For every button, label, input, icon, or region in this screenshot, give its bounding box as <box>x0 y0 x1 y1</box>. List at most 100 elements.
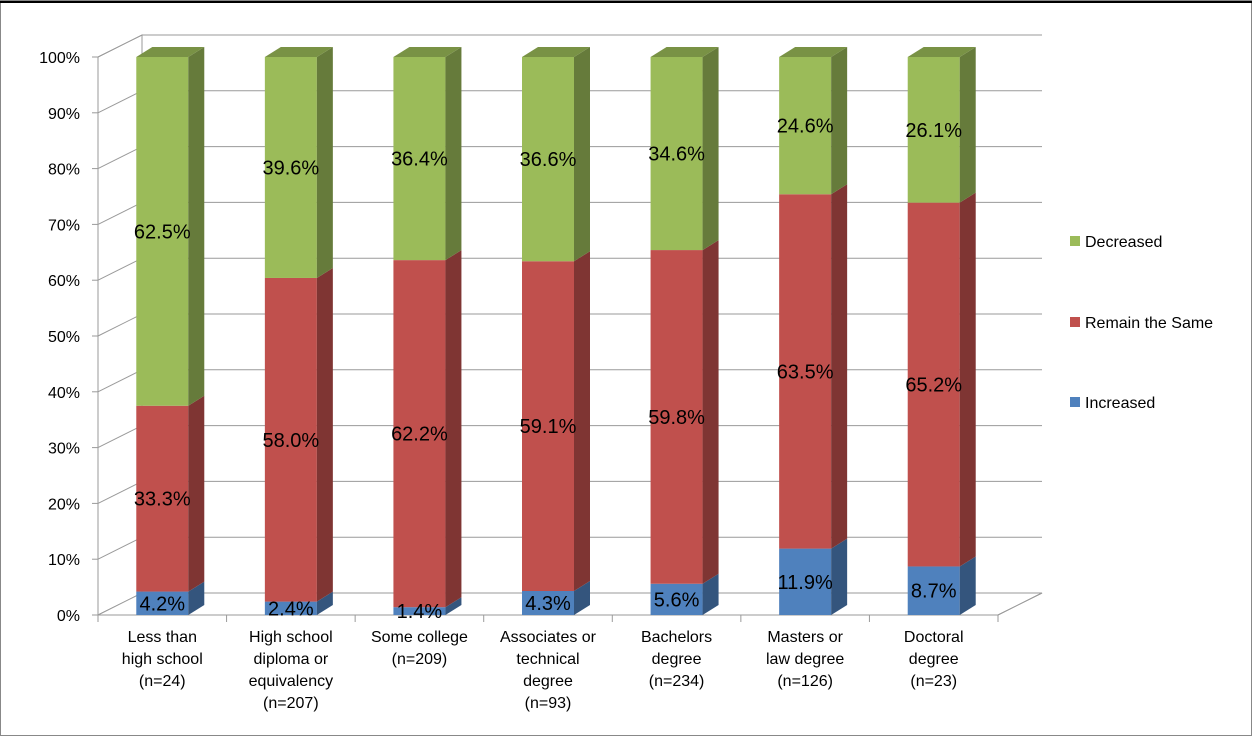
y-tick-label: 80% <box>48 162 80 179</box>
category-label-line: diploma or <box>254 651 329 668</box>
bar-side <box>831 184 848 549</box>
bar-front <box>650 250 703 584</box>
bar-side <box>959 556 976 615</box>
category-label-line: degree <box>909 651 959 668</box>
bar-side <box>445 47 462 261</box>
data-label: 4.3% <box>525 593 571 615</box>
category-label-line: high school <box>122 651 203 668</box>
bar-side <box>188 47 205 406</box>
bar-segment-remain-the-same <box>650 240 719 584</box>
y-tick-label: 90% <box>48 106 80 123</box>
bar-front <box>522 591 574 615</box>
bar-segment-increased <box>136 581 205 615</box>
y-tick-label: 40% <box>48 385 80 402</box>
data-label: 36.6% <box>520 149 577 171</box>
bar-front <box>393 57 446 261</box>
data-label: 5.6% <box>654 589 700 611</box>
category-label-line: Some college <box>371 629 468 646</box>
bar-front <box>650 57 703 251</box>
bars <box>136 47 976 615</box>
data-label: 34.6% <box>648 144 705 166</box>
bar-segment-increased <box>650 573 719 615</box>
y-tick-label: 70% <box>48 217 80 234</box>
bar-segment-decreased <box>522 47 590 262</box>
data-label: 1.4% <box>397 601 443 623</box>
bar-front <box>136 405 189 592</box>
bar-side <box>316 47 333 278</box>
bar-segment-remain-the-same <box>393 250 462 608</box>
category-label: Masters or law degree (n=126) <box>766 629 844 690</box>
data-label: 65.2% <box>905 375 962 397</box>
bar-segment-increased <box>907 556 976 615</box>
category-label-line: Masters or <box>767 629 843 646</box>
bar-segment-decreased <box>393 47 462 261</box>
bar-segment-increased <box>264 591 333 615</box>
bar-segment-remain-the-same <box>522 251 590 592</box>
category-label-line: Less than <box>128 629 197 646</box>
bar-side <box>188 581 205 615</box>
bar-side <box>702 240 719 584</box>
y-tick-label: 60% <box>48 273 80 290</box>
bar-side <box>702 47 719 251</box>
bar-side <box>574 581 590 615</box>
data-label: 26.1% <box>905 120 962 142</box>
data-label: 59.8% <box>648 407 705 429</box>
legend-label: Remain the Same <box>1085 315 1213 332</box>
bar-side <box>445 597 462 615</box>
bar-front <box>522 57 574 262</box>
data-label: 11.9% <box>778 572 833 594</box>
category-label-line: Bachelors <box>641 629 712 646</box>
bar-front <box>393 260 446 608</box>
data-label: 4.2% <box>139 593 185 615</box>
category-label-line: High school <box>249 629 333 646</box>
bar-side <box>188 395 205 592</box>
y-tick-label: 100% <box>39 50 80 67</box>
bar-side <box>959 192 976 567</box>
bar-segment-decreased <box>779 47 848 195</box>
bar-front <box>907 57 960 203</box>
bar-front <box>264 277 317 602</box>
data-labels: 4.2% 33.3% 62.5% 2.4% 58.0% 39.6% 1.4% 62.2% 36.… <box>134 116 962 623</box>
category-label-line: (n=24) <box>139 673 186 690</box>
bar-front <box>779 194 832 549</box>
legend: Decreased Remain the Same Increased <box>1070 234 1213 412</box>
bar-segment-decreased <box>264 47 333 278</box>
category-label: Bachelors degree (n=234) <box>641 629 712 690</box>
data-label: 2.4% <box>268 598 314 620</box>
data-label: 59.1% <box>520 416 577 438</box>
y-tick-labels: 0% 10% 20% 30% 40% 50% 60% 70% 80% 90% 100% <box>39 50 80 625</box>
bar-side <box>445 250 462 608</box>
data-label: 62.5% <box>134 221 191 243</box>
category-label: Doctoral degree (n=23) <box>904 629 964 690</box>
bar-segment-remain-the-same <box>264 267 333 602</box>
category-labels: Less than high school (n=24) High school dip… <box>122 629 964 712</box>
bar-front <box>779 548 832 615</box>
x-axis-depth <box>997 592 1043 616</box>
bar-side <box>831 538 848 615</box>
bar-segment-remain-the-same <box>779 184 848 549</box>
data-label: 33.3% <box>134 489 191 511</box>
category-label: Less than high school (n=24) <box>122 629 203 690</box>
category-label-line: law degree <box>766 651 844 668</box>
legend-swatch <box>1070 236 1080 246</box>
category-label-line: (n=207) <box>263 695 319 712</box>
bar-top <box>136 47 205 57</box>
data-label: 63.5% <box>777 361 834 383</box>
bar-top <box>779 47 848 57</box>
legend-swatch <box>1070 397 1080 407</box>
bar-segment-increased <box>779 538 848 615</box>
category-label: High school diploma or equivalency (n=207) <box>249 629 334 712</box>
bar-top <box>907 47 976 57</box>
category-label-line: (n=209) <box>392 651 448 668</box>
bar-segment-decreased <box>650 47 719 251</box>
category-label-line: (n=126) <box>777 673 833 690</box>
data-label: 58.0% <box>262 430 319 452</box>
bar-front <box>264 601 317 615</box>
bar-top <box>264 47 333 57</box>
legend-label: Increased <box>1085 395 1155 412</box>
bar-side <box>316 591 333 615</box>
y-tick-label: 30% <box>48 441 80 458</box>
data-label: 62.2% <box>391 424 448 446</box>
